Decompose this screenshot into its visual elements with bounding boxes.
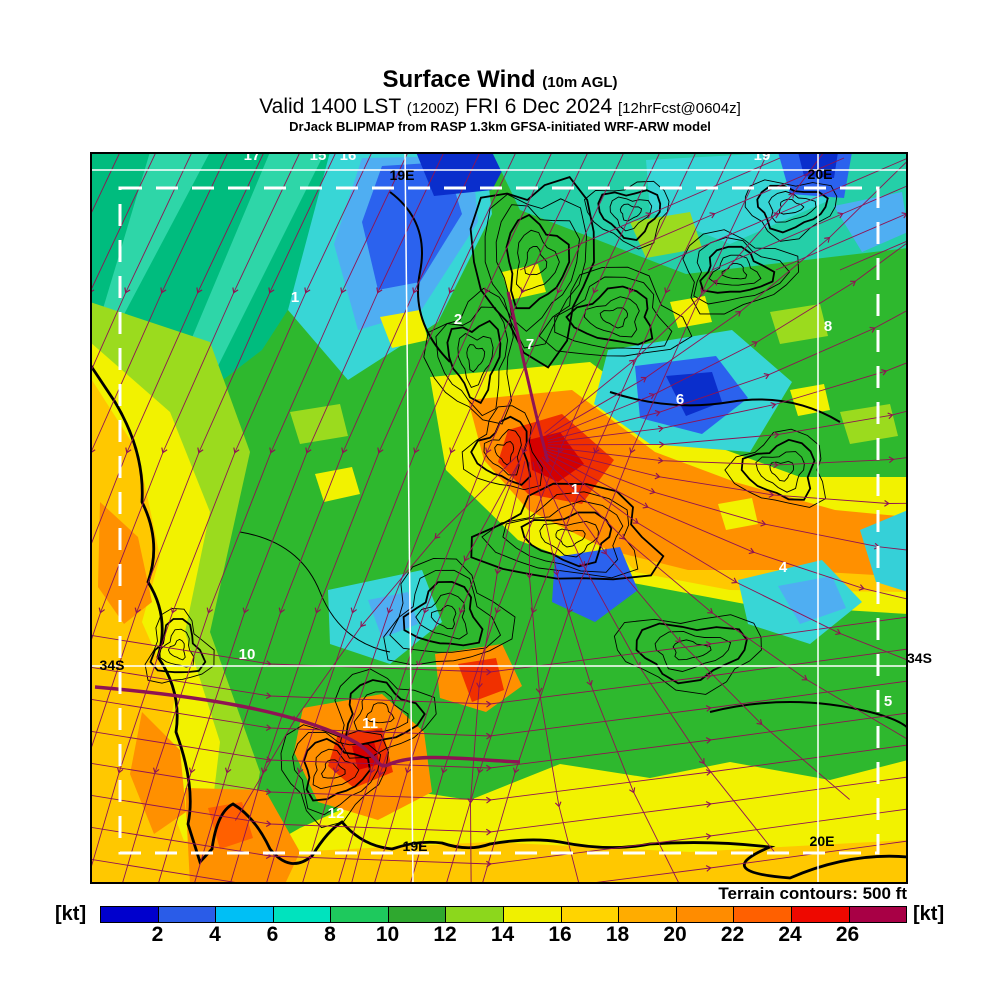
colorbar-tick-label: 8 [324,923,336,946]
colorbar-segment [676,907,735,922]
colorbar-segment [619,907,677,922]
geo-label: 34S [100,657,125,673]
colorbar-segment [791,907,850,922]
forecast-map: 19E 20E 19E 20E 34S 17 15 16 19 1 2 7 6 8 4 1 10 11 12 5 [0,100,1000,933]
colorbar-tick-label: 12 [433,923,457,946]
convergence-line [94,685,521,768]
colorbar-segment [504,907,562,922]
colorbar-gradient [100,906,907,923]
wind-label: 6 [676,391,684,408]
colorbar-unit-left: [kt] [55,903,87,925]
colorbar-tick-label: 6 [266,923,279,946]
streamline [69,613,931,676]
wind-label: 16 [340,152,357,164]
graticule [90,151,908,885]
model-domain-boundary [118,186,880,855]
colorbar-tick-label: 14 [490,923,515,946]
streamline [69,677,931,740]
right-latitude-label: 34S [907,650,932,666]
streamline [583,157,845,271]
colorbar-tick-label: 10 [375,923,400,946]
wind-label: 17 [244,152,261,164]
colorbar-tick-label: 26 [835,923,860,946]
streamline [647,157,909,271]
wind-label: 7 [526,336,534,353]
wind-label: 5 [884,693,892,710]
colorbar-segment [446,907,505,922]
geo-label: 19E [403,838,428,854]
colorbar-segment [101,907,159,922]
map-frame [90,152,908,884]
streamline [69,773,931,836]
geo-label: 20E [810,833,835,849]
wind-label: 4 [779,559,788,576]
wind-label: 11 [362,715,378,732]
colorbar-segment [561,907,620,922]
streamline [69,709,931,772]
streamline [0,131,166,774]
wind-label: 1 [291,289,299,306]
colorbar-tick-label: 4 [209,923,221,946]
wind-label: 2 [454,311,462,328]
geo-label: 19E [390,167,415,183]
wind-speed-colorbar: [kt] 2 4 6 8 10 12 14 16 18 20 22 24 26 [kt] [55,901,965,961]
graticule-labels: 19E 20E 19E 20E 34S [100,166,835,854]
colorbar-tick-label: 22 [720,923,745,946]
title-qualifier: (10m AGL) [542,74,618,91]
colorbar-tick-label: 20 [663,923,687,946]
terrain-contour-ring [515,229,560,292]
valid-time-line: Valid 1400 LST (1200Z) FRI 6 Dec 2024 [1… [259,94,741,118]
colorbar-segment [849,907,907,922]
wind-label: 10 [239,646,256,663]
page-title: Surface Wind (10m AGL) [382,66,618,93]
colorbar-tick-label: 24 [778,923,802,946]
geo-label: 20E [808,166,833,182]
streamline [69,805,931,868]
colorbar-tick-label: 2 [151,923,164,946]
wind-label: 12 [328,805,345,822]
colorbar-segment [331,907,389,922]
terrain-contour-note: Terrain contours: 500 ft [718,884,907,903]
wind-label: 8 [824,318,832,335]
colorbar-segment [388,907,447,922]
colorbar-segment [158,907,217,922]
wind-label: 15 [310,152,327,164]
model-line: DrJack BLIPMAP from RASP 1.3km GFSA-init… [289,118,711,134]
colorbar-segment [216,907,274,922]
wind-label: 1 [571,481,579,498]
gap-flow-axis [506,291,550,463]
streamline [519,157,781,271]
colorbar-segment [734,907,792,922]
colorbar-segment [273,907,332,922]
title-block: Surface Wind (10m AGL) Valid 1400 LST (1… [0,66,1000,135]
colorbar-tick-label: 18 [605,923,630,946]
wind-label: 19 [754,152,771,164]
colorbar-tick-label: 16 [548,923,572,946]
colorbar-unit-right: [kt] [913,903,945,925]
terrain-contour-ring [524,245,548,276]
streamline [69,741,931,804]
